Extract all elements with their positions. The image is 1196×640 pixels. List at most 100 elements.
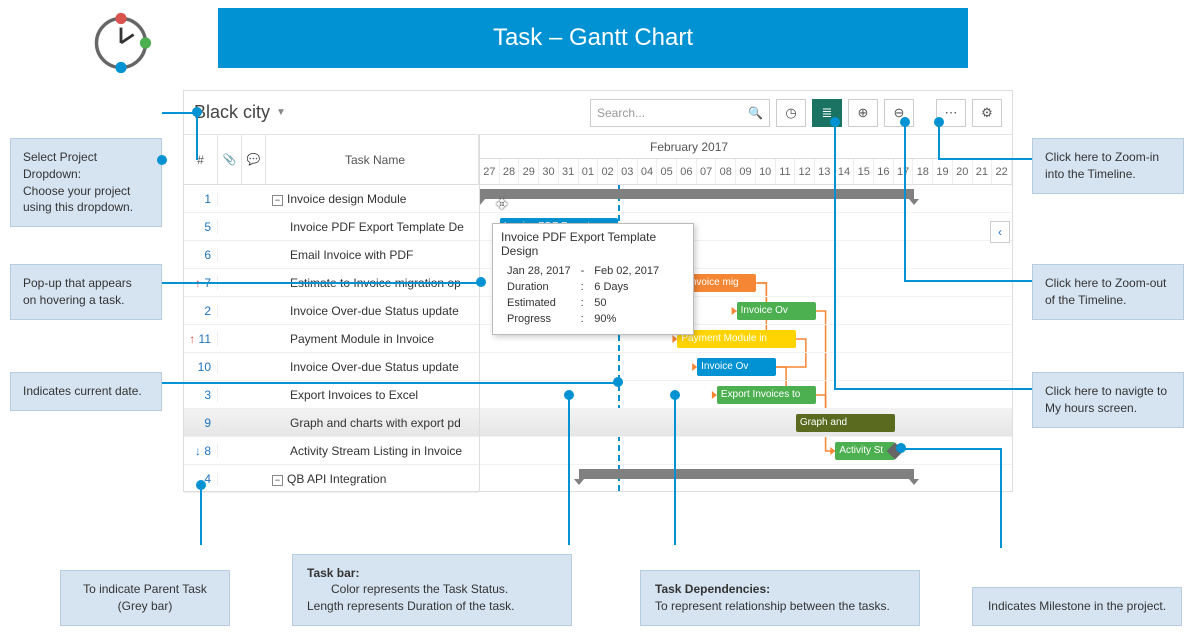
day-cell: 07 — [697, 159, 717, 184]
parent-task-bar[interactable] — [579, 469, 915, 479]
lead-line — [674, 395, 676, 545]
settings-button[interactable]: ⚙ — [972, 99, 1002, 127]
lead-dot — [896, 443, 906, 453]
task-list-pane: # 📎 💬 Task Name 1−Invoice design Module … — [184, 135, 480, 491]
gantt-row: Export Invoices to — [480, 381, 1012, 409]
more-icon: ⋯ — [945, 105, 958, 121]
lead-line — [834, 122, 836, 390]
day-cell: 29 — [519, 159, 539, 184]
day-cell: 16 — [874, 159, 894, 184]
search-icon: 🔍 — [748, 106, 763, 120]
task-row[interactable]: ↑ 11 Payment Module in Invoice — [184, 325, 479, 353]
day-cell: 30 — [539, 159, 559, 184]
tooltip-end: Feb 02, 2017 — [590, 264, 663, 278]
lead-line — [900, 448, 1000, 450]
gantt-window: Black city ▼ Search... 🔍 ◷ ≣ ⊕ ⊖ ⋯ ⚙ # 📎… — [183, 90, 1013, 492]
day-cell: 01 — [579, 159, 599, 184]
task-list-header: # 📎 💬 Task Name — [184, 135, 479, 185]
lead-line — [568, 395, 570, 545]
tooltip-estimated: 50 — [590, 296, 663, 310]
zoom-in-button[interactable]: ⊕ — [848, 99, 878, 127]
col-attachment[interactable]: 📎 — [218, 135, 242, 184]
gantt-row — [480, 465, 1012, 491]
day-cell: 09 — [736, 159, 756, 184]
task-row[interactable]: 10Invoice Over-due Status update — [184, 353, 479, 381]
gear-icon: ⚙ — [981, 105, 993, 121]
parent-task-bar[interactable] — [480, 189, 914, 199]
task-name-cell: Invoice Over-due Status update — [266, 360, 479, 374]
day-cell: 05 — [657, 159, 677, 184]
gantt-row: Activity St — [480, 437, 1012, 465]
col-comment[interactable]: 💬 — [242, 135, 266, 184]
day-cell: 12 — [795, 159, 815, 184]
day-cell: 11 — [776, 159, 796, 184]
lead-line — [1000, 448, 1002, 548]
my-hours-button[interactable]: ◷ — [776, 99, 806, 127]
timeline-pane[interactable]: February 2017 27282930310102030405060708… — [480, 135, 1012, 491]
task-bar[interactable]: Graph and — [796, 414, 895, 432]
callout-my-hours: Click here to navigte to My hours screen… — [1032, 372, 1184, 428]
tooltip-duration: 6 Days — [590, 280, 663, 294]
task-id: 5 — [184, 220, 218, 234]
callout-project-dropdown: Select Project Dropdown: Choose your pro… — [10, 138, 162, 227]
lead-dot — [830, 117, 840, 127]
callout-zoom-out: Click here to Zoom-out of the Timeline. — [1032, 264, 1184, 320]
task-id: ↑ 11 — [184, 332, 218, 346]
gantt-row: Graph and — [480, 409, 1012, 437]
task-row[interactable]: 1−Invoice design Module — [184, 185, 479, 213]
comment-icon: 💬 — [247, 153, 261, 166]
task-row[interactable]: ↓ 8Activity Stream Listing in Invoice — [184, 437, 479, 465]
month-header: February 2017 — [480, 135, 1012, 159]
days-header: 2728293031010203040506070809101112131415… — [480, 159, 1012, 185]
day-cell: 19 — [933, 159, 953, 184]
lead-dot — [934, 117, 944, 127]
callout-taskbar: Task bar: Color represents the Task Stat… — [292, 554, 572, 626]
task-row[interactable]: 3Export Invoices to Excel — [184, 381, 479, 409]
task-name-cell: −Invoice design Module — [266, 192, 479, 206]
project-dropdown[interactable]: Black city ▼ — [194, 102, 286, 123]
dropdown-caret-icon: ▼ — [276, 107, 286, 118]
lead-dot — [157, 155, 167, 165]
project-name: Black city — [194, 102, 270, 123]
task-row[interactable]: 4−QB API Integration — [184, 465, 479, 493]
lead-line — [904, 280, 1032, 282]
lead-line — [162, 282, 480, 284]
day-cell: 04 — [638, 159, 658, 184]
move-cursor-icon: ✥ — [496, 196, 508, 213]
task-name-cell: Payment Module in Invoice — [266, 332, 479, 346]
tooltip-start: Jan 28, 2017 — [503, 264, 575, 278]
task-bar[interactable]: Payment Module in — [677, 330, 795, 348]
col-number[interactable]: # — [184, 135, 218, 184]
day-cell: 14 — [835, 159, 855, 184]
task-id: 6 — [184, 248, 218, 262]
task-row[interactable]: 6 Email Invoice with PDF — [184, 241, 479, 269]
lead-line — [200, 485, 202, 545]
task-name-cell: Email Invoice with PDF — [266, 248, 479, 262]
gantt-row: Invoice Ov — [480, 353, 1012, 381]
task-bar[interactable]: Export Invoices to — [717, 386, 816, 404]
day-cell: 31 — [559, 159, 579, 184]
day-cell: 28 — [500, 159, 520, 184]
task-row[interactable]: 5 Invoice PDF Export Template De — [184, 213, 479, 241]
day-cell: 15 — [854, 159, 874, 184]
col-task-name[interactable]: Task Name — [266, 135, 479, 184]
search-input[interactable]: Search... 🔍 — [590, 99, 770, 127]
task-bar[interactable]: Invoice Ov — [697, 358, 776, 376]
day-cell: 10 — [756, 159, 776, 184]
task-id: 2 — [184, 304, 218, 318]
lead-line — [162, 382, 618, 384]
scroll-left-button[interactable]: ‹ — [990, 221, 1010, 243]
lead-dot — [564, 390, 574, 400]
task-id: ↓ 8 — [184, 444, 218, 458]
callout-zoom-in: Click here to Zoom-in into the Timeline. — [1032, 138, 1184, 194]
lead-line — [938, 122, 940, 160]
gantt-row — [480, 185, 1012, 213]
task-bar[interactable]: Invoice Ov — [737, 302, 816, 320]
lead-dot — [670, 390, 680, 400]
task-name-cell: Invoice PDF Export Template De — [266, 220, 479, 234]
lead-dot — [192, 107, 202, 117]
task-row[interactable]: 9Graph and charts with export pd — [184, 409, 479, 437]
task-row[interactable]: 2Invoice Over-due Status update — [184, 297, 479, 325]
day-cell: 21 — [973, 159, 993, 184]
search-placeholder: Search... — [597, 106, 645, 120]
